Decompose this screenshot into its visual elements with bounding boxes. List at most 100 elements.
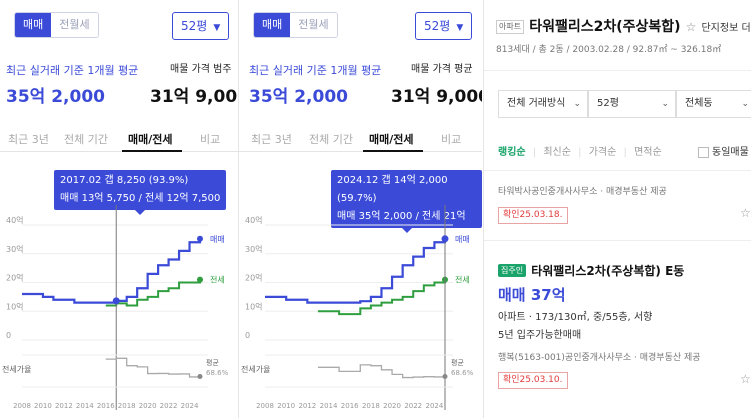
trade-method-filter[interactable]: 전체 거래방식 ⌄ xyxy=(498,90,588,118)
lease-series-line xyxy=(105,279,201,307)
x-tick-label: 2020 xyxy=(383,402,401,410)
active-tab-underline xyxy=(363,150,423,152)
listing-panel: 아파트 타워팰리스2차(주상복합) ☆ 단지정보 더보기 › 813세대 / 총… xyxy=(483,0,751,418)
lease-series-label: 전세 xyxy=(455,275,470,285)
recent-avg-price: 35억 2,000 xyxy=(6,87,105,107)
ratio-line xyxy=(105,357,201,378)
ratio-end-point xyxy=(197,374,203,380)
sort-price[interactable]: 가격순 xyxy=(588,147,617,158)
ratio-end-point xyxy=(442,374,448,380)
tab-all-period[interactable]: 전체 기간 xyxy=(64,133,108,146)
y-tick-label: 10억 xyxy=(6,301,24,311)
y-tick-label: 30억 xyxy=(6,244,24,254)
trade-type-toggle[interactable]: 매매 전월세 xyxy=(253,12,338,38)
tab-recent-3y[interactable]: 최근 3년 xyxy=(8,133,49,146)
checkbox[interactable] xyxy=(698,146,709,158)
ratio-avg-value: 68.6% xyxy=(206,369,229,377)
listing2-title[interactable]: 타워팰리스2차(주상복합) E동 xyxy=(531,264,685,278)
sale-toggle[interactable]: 매매 xyxy=(15,13,52,37)
y-tick-label: 30억 xyxy=(245,244,263,254)
sale-end-point xyxy=(197,235,203,242)
size-value: 52평 xyxy=(181,19,208,33)
period-tabs: 최근 3년 전체 기간 매매/전세 비교 xyxy=(239,126,482,152)
lease-end-point xyxy=(197,276,203,283)
x-tick-label: 2024 xyxy=(181,402,199,410)
listing2-note: 5년 입주가능한매매 xyxy=(498,330,582,341)
listing2-header[interactable]: 집주인 타워팰리스2차(주상복합) E동 xyxy=(498,260,684,279)
sale-series-label: 매매 xyxy=(210,235,225,244)
complex-title: 타워팰리스2차(주상복합) xyxy=(529,19,681,35)
active-tab-underline xyxy=(122,150,182,152)
x-tick-label: 2018 xyxy=(362,402,380,410)
tab-recent-3y[interactable]: 최근 3년 xyxy=(251,133,292,146)
tooltip-line1: 2024.12 갭 14억 2,000 (59.7%) xyxy=(337,175,448,204)
x-tick-label: 2022 xyxy=(404,402,422,410)
y-tick-label: 20억 xyxy=(245,273,263,283)
listing2-detail: 아파트 · 173/130㎡, 중/55층, 서향 xyxy=(498,312,653,323)
tooltip-line2: 매매 13억 5,750 / 전세 12억 7,500 xyxy=(60,193,221,204)
recent-avg-label: 최근 실거래 기준 1개월 평균 xyxy=(6,64,139,77)
tab-compare[interactable]: 비교 xyxy=(441,133,462,146)
tab-sale-lease[interactable]: 매매/전세 xyxy=(128,133,173,146)
tab-compare[interactable]: 비교 xyxy=(200,133,221,146)
sale-series-label: 매매 xyxy=(455,235,470,244)
tab-all-period[interactable]: 전체 기간 xyxy=(309,133,353,146)
filter-label: 전체동 xyxy=(685,98,713,109)
trade-type-toggle[interactable]: 매매 전월세 xyxy=(14,12,99,38)
chart-panel-1: 매매 전월세 52평 ▼ 최근 실거래 기준 1개월 평균 매물 가격 범주 35… xyxy=(0,0,238,418)
period-tabs: 최근 3년 전체 기간 매매/전세 비교 xyxy=(0,126,238,152)
sort-area[interactable]: 면적순 xyxy=(634,147,662,158)
ask-range-label: 매물 가격 범주 xyxy=(170,64,232,75)
crosshair-point xyxy=(441,235,449,243)
x-tick-label: 2018 xyxy=(118,402,136,410)
size-value: 52평 xyxy=(424,19,451,33)
lease-toggle[interactable]: 전월세 xyxy=(51,13,98,37)
size-select[interactable]: 52평 ▼ xyxy=(415,12,473,40)
x-tick-label: 2012 xyxy=(298,402,316,410)
x-tick-label: 2008 xyxy=(13,402,31,410)
sort-latest[interactable]: 최신순 xyxy=(543,147,571,158)
recent-avg-price: 35억 2,000 xyxy=(249,87,348,107)
size-filter[interactable]: 52평 ⌄ xyxy=(588,90,676,118)
property-type-tag: 아파트 xyxy=(496,19,525,34)
x-tick-label: 2022 xyxy=(160,402,178,410)
star-icon[interactable]: ☆ xyxy=(740,372,751,386)
chart-tooltip: 2017.02 갭 8,250 (93.9%) 매매 13억 5,750 / 전… xyxy=(54,170,227,215)
ratio-avg-label: 평균 xyxy=(451,358,464,367)
x-tick-label: 2016 xyxy=(341,402,359,410)
lease-toggle[interactable]: 전월세 xyxy=(290,13,337,37)
sale-toggle[interactable]: 매매 xyxy=(254,13,291,37)
star-icon[interactable]: ☆ xyxy=(740,206,751,220)
chevron-down-icon: ▼ xyxy=(456,23,464,33)
tab-sale-lease[interactable]: 매매/전세 xyxy=(369,133,414,146)
recent-avg-label: 최근 실거래 기준 1개월 평균 xyxy=(249,64,382,77)
divider xyxy=(484,240,751,241)
y-tick-label: 40억 xyxy=(245,215,263,225)
y-tick-label: 10억 xyxy=(245,301,263,311)
building-filter[interactable]: 전체동 ⌄ xyxy=(676,90,751,118)
ratio-label: 전세가율 xyxy=(241,364,270,374)
same-listing-toggle[interactable]: 동일매물 xyxy=(698,143,749,158)
chart-panel-2: 매매 전월세 52평 ▼ 최근 실거래 기준 1개월 평균 매물 가격 평균 35… xyxy=(238,0,482,418)
owner-badge: 집주인 xyxy=(498,264,527,277)
sale-series-line xyxy=(265,238,447,304)
divider xyxy=(484,70,751,71)
sale-series-line xyxy=(22,238,202,304)
x-tick-label: 2012 xyxy=(55,402,73,410)
chart-tooltip: 2024.12 갭 14억 2,000 (59.7%) 매매 35억 2,000… xyxy=(331,170,482,233)
size-select[interactable]: 52평 ▼ xyxy=(172,12,230,40)
sort-ranking[interactable]: 랭킹순 xyxy=(498,147,526,158)
x-tick-label: 2008 xyxy=(256,402,274,410)
ratio-label: 전세가율 xyxy=(2,364,31,374)
star-icon[interactable]: ☆ xyxy=(685,20,697,34)
complex-info-link[interactable]: 단지정보 더보기 › xyxy=(701,23,751,34)
listing1-source: 타워박사공인중개사사무소 · 매경부동산 제공 xyxy=(498,187,667,197)
chevron-down-icon: ⌄ xyxy=(741,99,749,109)
listing1-confirm-badge: 확인25.03.18. xyxy=(498,207,568,224)
ratio-line xyxy=(317,364,446,379)
x-tick-label: 2010 xyxy=(34,402,52,410)
complex-meta: 813세대 / 총 2동 / 2003.02.28 / 92.87㎡ ~ 326… xyxy=(496,45,722,55)
y-tick-label: 0 xyxy=(6,331,11,340)
